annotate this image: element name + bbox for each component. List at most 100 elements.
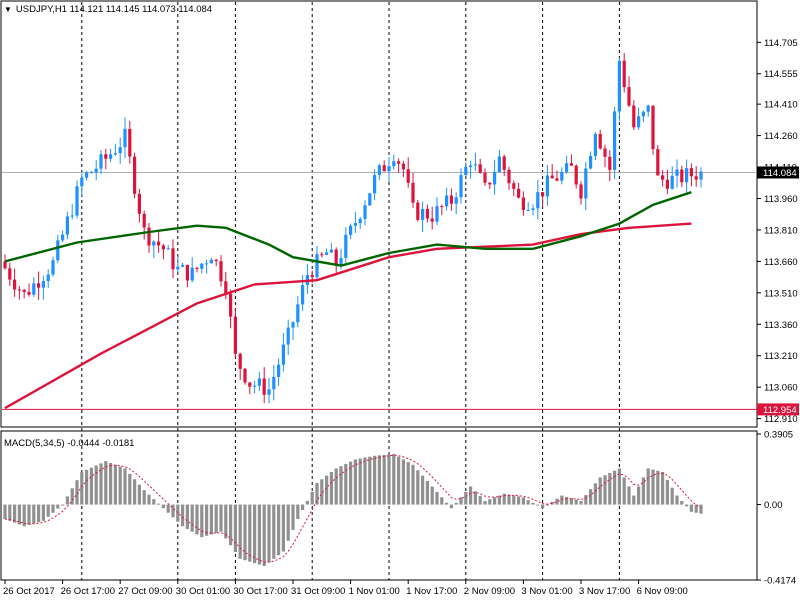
candle-body — [569, 163, 573, 166]
macd-pane-frame — [0, 430, 758, 581]
macd-histogram-bar — [3, 504, 7, 520]
candle-body — [296, 304, 300, 323]
candle-body — [171, 248, 175, 270]
macd-histogram-bar — [397, 456, 401, 505]
triangle-down-icon[interactable]: ▼ — [4, 5, 12, 14]
macd-histogram-bar — [65, 496, 69, 505]
macd-histogram-bar — [425, 481, 429, 505]
macd-histogram-bar — [382, 454, 386, 505]
candle-body — [65, 216, 69, 235]
macd-histogram-bar — [238, 504, 242, 559]
macd-histogram-bar — [430, 486, 434, 505]
macd-histogram-bar — [286, 504, 290, 541]
x-axis-tick-label: 6 Nov 09:00 — [637, 586, 688, 597]
macd-histogram-bar — [75, 480, 79, 505]
candle-body — [123, 128, 127, 148]
candle-body — [344, 234, 348, 259]
macd-histogram-bar — [473, 491, 477, 505]
macd-histogram-bar — [541, 504, 545, 509]
macd-histogram-bar — [152, 499, 156, 505]
macd-histogram-bar — [416, 470, 420, 505]
candle-body — [70, 215, 74, 217]
symbol-ohlc-label: USDJPY,H1 114.121 114.145 114.073 114.08… — [15, 4, 213, 15]
candle-body — [358, 218, 362, 224]
macd-histogram-bar — [219, 504, 223, 532]
candle-body — [205, 263, 209, 265]
macd-histogram-bar — [661, 472, 665, 505]
current-price-tag-label: 114.084 — [763, 168, 797, 179]
macd-histogram-bar — [257, 504, 261, 565]
candle-body — [560, 171, 564, 181]
macd-histogram-bar — [469, 486, 473, 505]
candle-body — [517, 188, 521, 198]
macd-histogram-bar — [123, 468, 127, 505]
candle-body — [646, 105, 650, 112]
macd-histogram-bar — [243, 504, 247, 561]
macd-histogram-bar — [253, 504, 257, 564]
candle-body — [190, 267, 194, 281]
macd-histogram-bar — [363, 457, 367, 505]
candle-body — [641, 111, 645, 117]
macd-histogram-bar — [27, 504, 31, 525]
macd-histogram-bar — [497, 495, 501, 505]
macd-histogram-bar — [656, 470, 660, 505]
candle-body — [478, 164, 482, 173]
macd-histogram-bar — [507, 494, 511, 505]
macd-histogram-bar — [281, 504, 285, 552]
y-axis-tick-label: 114.260 — [764, 131, 798, 142]
candle-body — [382, 165, 386, 172]
main-pane-frame — [0, 0, 758, 428]
candle-body — [301, 284, 305, 305]
x-axis-tick-label: 27 Oct 09:00 — [118, 586, 172, 597]
candle-body — [3, 261, 7, 269]
candle-body — [310, 275, 314, 278]
macd-histogram-bar — [80, 472, 84, 505]
candle-body — [512, 183, 516, 189]
candle-body — [46, 274, 50, 282]
macd-histogram-bar — [17, 504, 21, 525]
macd-histogram-bar — [41, 504, 45, 521]
candle-body — [521, 197, 525, 211]
candle-body — [32, 283, 36, 295]
macd-histogram-bar — [675, 495, 679, 505]
macd-histogram-bar — [421, 475, 425, 505]
macd-histogram-bar — [603, 475, 607, 505]
candle-body — [411, 182, 415, 203]
macd-histogram-bar — [248, 504, 252, 562]
candle-body — [353, 223, 357, 226]
candle-body — [622, 60, 626, 88]
macd-histogram-bar — [195, 504, 199, 535]
macd-histogram-bar — [205, 504, 209, 536]
candle-body — [195, 267, 199, 269]
x-axis-tick-label: 31 Oct 09:00 — [291, 586, 345, 597]
candle-body — [17, 289, 21, 291]
macd-histogram-bar — [296, 504, 300, 520]
candle-body — [555, 178, 559, 181]
candle-body — [373, 175, 377, 194]
candle-body — [209, 259, 213, 264]
candle-body — [75, 186, 79, 216]
x-axis-tick-label: 1 Nov 01:00 — [349, 586, 400, 597]
macd-histogram-bar — [233, 504, 237, 553]
candle-body — [387, 166, 391, 172]
candle-body — [339, 258, 343, 266]
macd-histogram-bar — [617, 468, 621, 505]
candle-body — [37, 283, 41, 288]
candle-body — [291, 322, 295, 328]
candle-body — [459, 175, 463, 198]
candle-body — [253, 385, 257, 387]
candle-body — [233, 316, 237, 354]
candle-body — [464, 167, 468, 176]
macd-histogram-bar — [272, 504, 276, 559]
macd-histogram-bar — [694, 504, 698, 513]
macd-histogram-bar — [70, 488, 74, 505]
macd-histogram-bar — [699, 504, 703, 514]
candle-body — [593, 133, 597, 156]
macd-histogram-bar — [651, 469, 655, 505]
candle-body — [689, 168, 693, 177]
candle-body — [565, 163, 569, 172]
macd-histogram-bar — [565, 496, 569, 505]
x-axis-tick-label: 26 Oct 2017 — [3, 586, 55, 597]
